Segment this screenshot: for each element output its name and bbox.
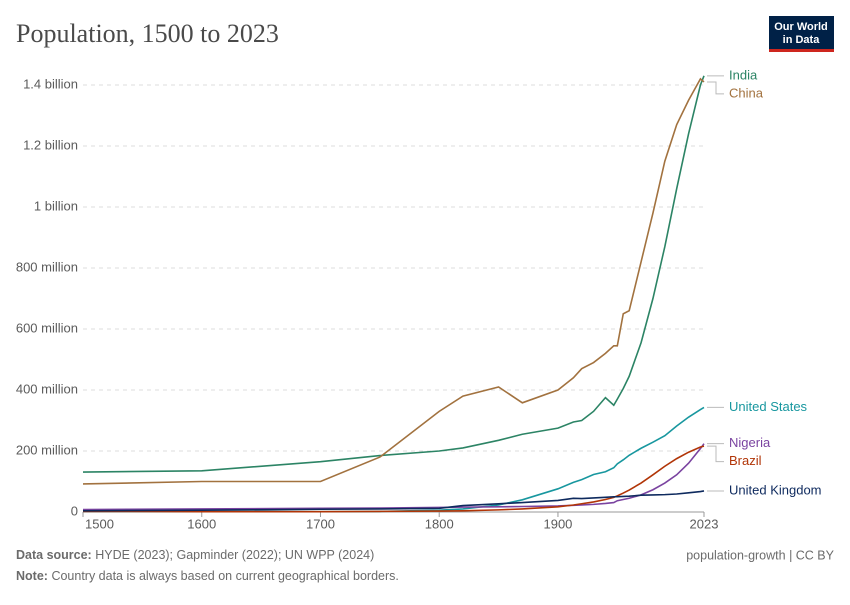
leader-line — [707, 445, 724, 463]
y-tick-label: 1.4 billion — [23, 76, 78, 91]
legend-label: United Kingdom — [729, 482, 822, 497]
y-tick-label: 600 million — [16, 320, 78, 335]
license: population-growth | CC BY — [686, 548, 834, 562]
y-tick-label: 200 million — [16, 442, 78, 457]
note: Note: Country data is always based on cu… — [16, 569, 399, 583]
line — [82, 77, 705, 485]
logo-text: in Data — [783, 34, 821, 46]
x-tick-label: 1800 — [425, 516, 454, 531]
y-tick-label: 0 — [71, 503, 78, 518]
logo-text: Our World — [774, 21, 828, 33]
x-tick-label: 1900 — [543, 516, 572, 531]
legend-label: Nigeria — [729, 435, 771, 450]
x-tick-label: 2023 — [690, 516, 719, 531]
note-text: Country data is always based on current … — [51, 569, 398, 583]
note-label: Note: — [16, 569, 48, 583]
legend-label: Brazil — [729, 453, 762, 468]
x-tick-label: 1600 — [187, 516, 216, 531]
leader-line — [707, 81, 724, 95]
logo — [769, 16, 834, 52]
legend-label: China — [729, 85, 764, 100]
legend-label: India — [729, 67, 758, 82]
y-tick-label: 1 billion — [34, 198, 78, 213]
line — [82, 406, 705, 513]
y-tick-label: 400 million — [16, 381, 78, 396]
line — [82, 445, 705, 513]
y-tick-label: 800 million — [16, 259, 78, 274]
y-tick-label: 1.2 billion — [23, 137, 78, 152]
source-label: Data source: — [16, 548, 92, 562]
x-tick-label: 1700 — [306, 516, 335, 531]
x-tick-label: 1500 — [85, 516, 114, 531]
logo-stripe — [769, 49, 834, 52]
source: Data source: HYDE (2023); Gapminder (202… — [16, 548, 374, 562]
chart-title: Population, 1500 to 2023 — [16, 19, 279, 48]
legend-label: United States — [729, 399, 808, 414]
line — [82, 75, 705, 473]
line — [82, 490, 705, 512]
line — [82, 443, 705, 511]
source-text: HYDE (2023); Gapminder (2022); UN WPP (2… — [95, 548, 374, 562]
